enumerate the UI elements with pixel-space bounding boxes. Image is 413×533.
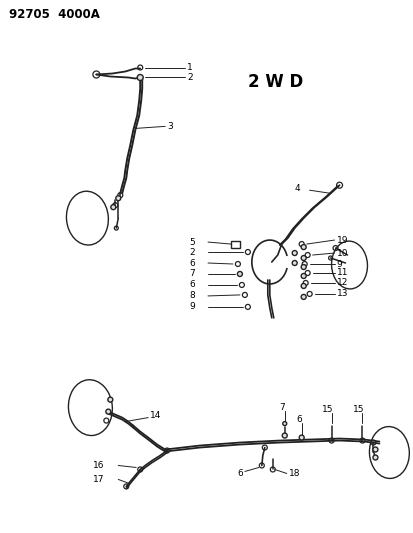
Text: 7: 7 <box>278 403 284 412</box>
Text: 16: 16 <box>93 461 104 470</box>
Circle shape <box>282 433 287 438</box>
Text: 15: 15 <box>352 405 363 414</box>
Circle shape <box>300 273 306 278</box>
Text: 2: 2 <box>189 247 195 256</box>
Text: 19: 19 <box>336 236 347 245</box>
Circle shape <box>300 264 306 270</box>
Text: 10: 10 <box>336 248 347 257</box>
Circle shape <box>116 196 121 200</box>
Text: 6: 6 <box>237 469 242 478</box>
Bar <box>231 240 240 247</box>
Circle shape <box>237 271 242 277</box>
Circle shape <box>111 205 116 209</box>
Text: 7: 7 <box>189 270 195 278</box>
Text: 12: 12 <box>336 278 347 287</box>
Text: 9: 9 <box>336 260 342 269</box>
Text: 14: 14 <box>150 411 161 420</box>
Text: 6: 6 <box>189 280 195 289</box>
Text: 4: 4 <box>293 184 299 193</box>
Circle shape <box>299 435 304 440</box>
Text: 1: 1 <box>187 63 192 72</box>
Text: 11: 11 <box>336 269 347 278</box>
Text: 5: 5 <box>189 238 195 247</box>
Circle shape <box>292 261 297 265</box>
Text: 17: 17 <box>93 475 104 484</box>
Text: 92705  4000A: 92705 4000A <box>9 8 99 21</box>
Text: 9: 9 <box>189 302 195 311</box>
Text: 2 W D: 2 W D <box>247 74 302 92</box>
Circle shape <box>300 255 306 261</box>
Circle shape <box>300 245 306 249</box>
Circle shape <box>300 284 306 288</box>
Text: 13: 13 <box>336 289 347 298</box>
Circle shape <box>372 455 377 460</box>
Text: 2: 2 <box>187 73 192 82</box>
Text: 6: 6 <box>296 415 302 424</box>
Circle shape <box>282 422 286 425</box>
Text: 3: 3 <box>167 122 173 131</box>
Text: 6: 6 <box>189 259 195 268</box>
Circle shape <box>107 397 113 402</box>
Circle shape <box>137 75 143 80</box>
Circle shape <box>106 409 111 414</box>
Circle shape <box>300 294 306 300</box>
Text: 15: 15 <box>321 405 332 414</box>
Circle shape <box>292 251 297 255</box>
Text: 18: 18 <box>288 469 299 478</box>
Circle shape <box>372 447 377 452</box>
Text: 8: 8 <box>189 292 195 301</box>
